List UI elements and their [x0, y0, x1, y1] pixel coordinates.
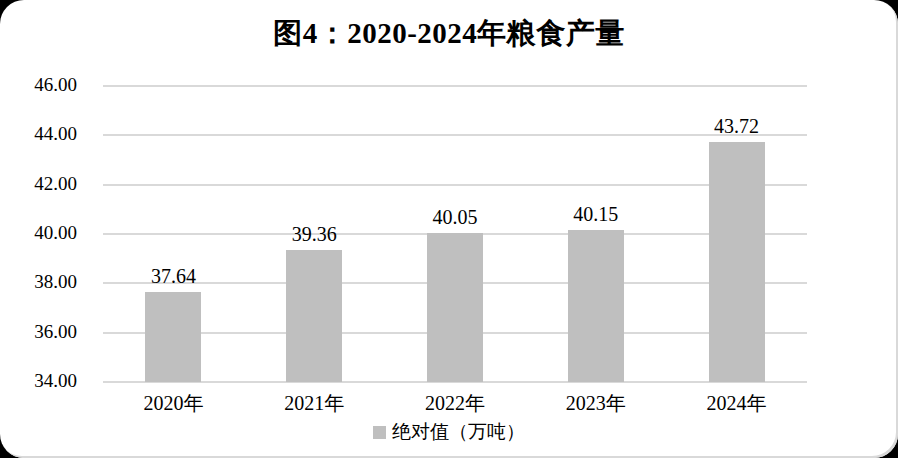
bar — [145, 292, 201, 382]
legend-label: 绝对值（万吨） — [392, 419, 525, 445]
y-tick-label: 44.00 — [34, 124, 77, 146]
x-tick-label: 2022年 — [385, 390, 526, 417]
bar-slot: 40.15 — [525, 86, 666, 382]
x-tick-label: 2024年 — [666, 390, 807, 417]
y-axis-labels: 46.0044.0042.0040.0038.0036.0034.00 — [0, 86, 85, 382]
legend: 绝对值（万吨） — [0, 419, 898, 445]
y-tick-label: 46.00 — [34, 74, 77, 96]
bar-value-label: 40.15 — [573, 203, 618, 226]
bar — [286, 250, 342, 382]
y-tick-label: 40.00 — [34, 222, 77, 244]
y-tick-label: 38.00 — [34, 272, 77, 294]
legend-swatch-icon — [373, 426, 386, 439]
x-tick-label: 2023年 — [525, 390, 666, 417]
bar-value-label: 40.05 — [432, 206, 477, 229]
chart-title: 图4：2020-2024年粮食产量 — [0, 14, 898, 54]
y-tick-label: 34.00 — [34, 370, 77, 392]
y-tick-label: 42.00 — [34, 173, 77, 195]
bar — [427, 233, 483, 382]
bar-slot: 39.36 — [244, 86, 385, 382]
x-tick-label: 2021年 — [244, 390, 385, 417]
plot-area: 37.64 39.36 40.05 40.15 43.72 — [103, 86, 807, 382]
bar-value-label: 39.36 — [292, 223, 337, 246]
bar — [709, 142, 765, 382]
bar-value-label: 43.72 — [714, 115, 759, 138]
bar-slot: 40.05 — [385, 86, 526, 382]
chart-screenshot: 图4：2020-2024年粮食产量 46.00 44.00 42.00 40.00 38… — [0, 0, 898, 458]
x-axis-labels: 2020年2021年2022年2023年2024年 — [103, 390, 807, 417]
bar — [568, 230, 624, 382]
x-tick-label: 2020年 — [103, 390, 244, 417]
bar-slot: 43.72 — [666, 86, 807, 382]
chart-card: 图4：2020-2024年粮食产量 46.00 44.00 42.00 40.00 38… — [0, 0, 898, 458]
bars: 37.64 39.36 40.05 40.15 43.72 — [103, 86, 807, 382]
bar-value-label: 37.64 — [151, 265, 196, 288]
bar-slot: 37.64 — [103, 86, 244, 382]
y-tick-label: 36.00 — [34, 321, 77, 343]
